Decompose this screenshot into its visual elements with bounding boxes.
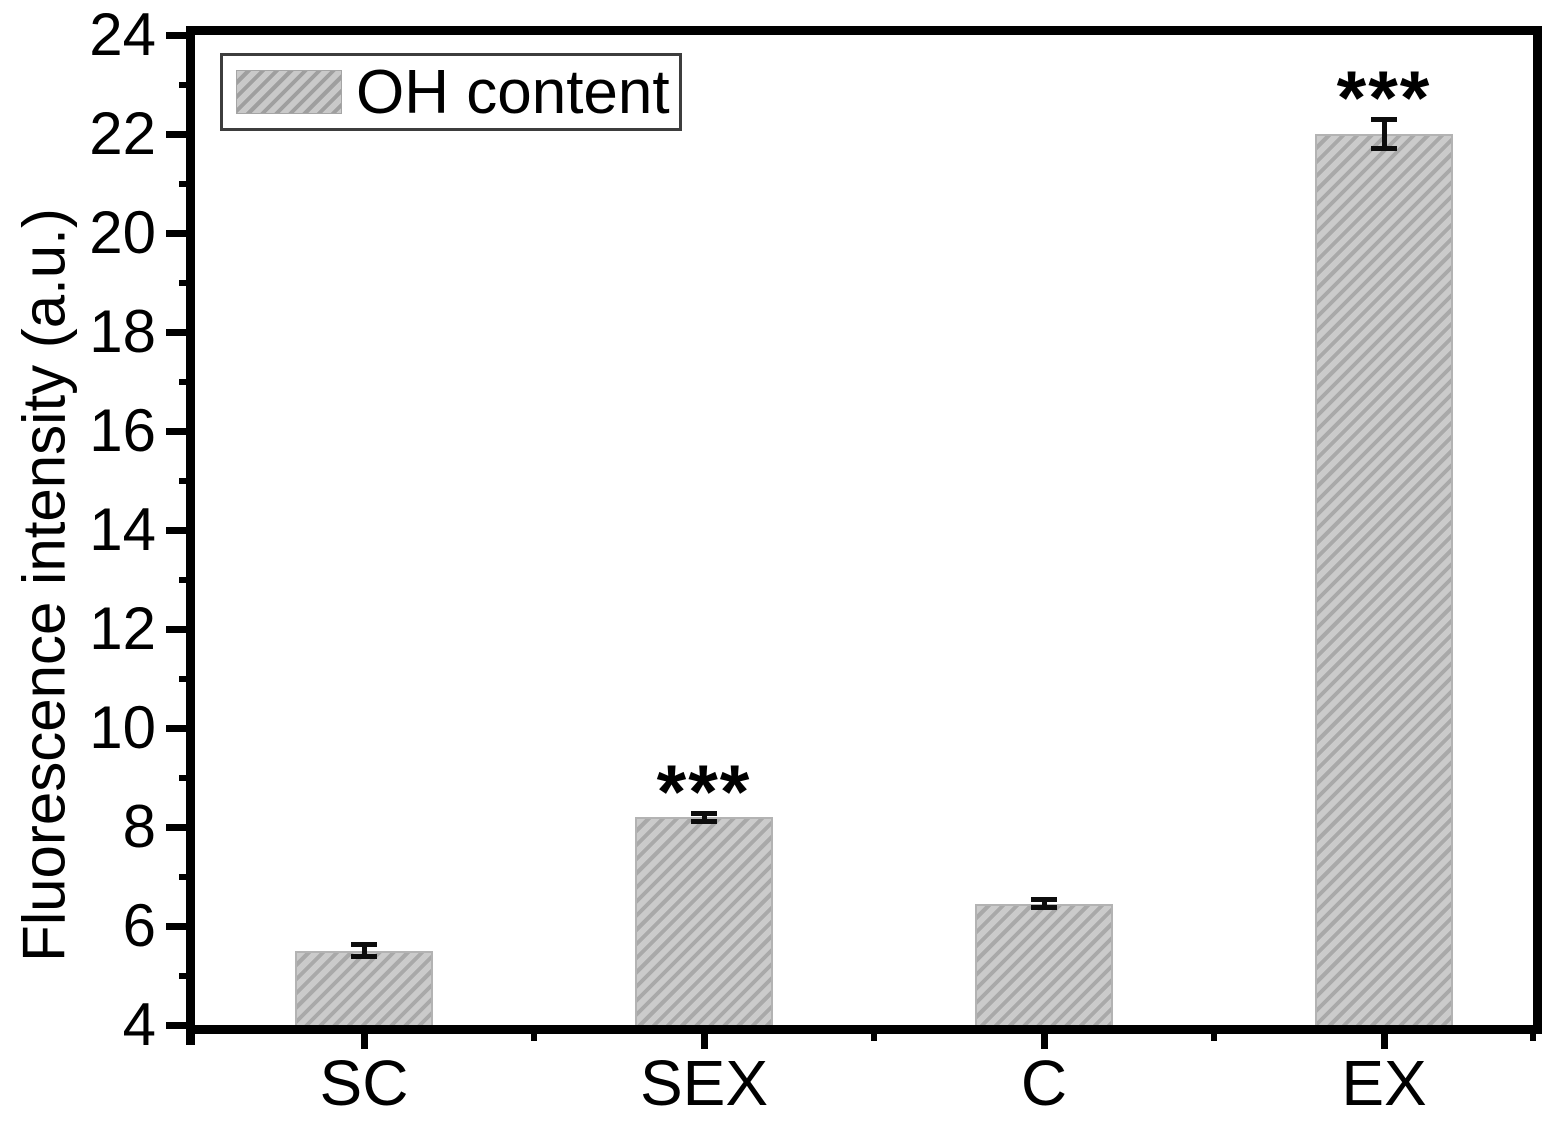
y-major-tick-14 bbox=[166, 526, 191, 534]
error-bar-cap-top-C bbox=[1031, 897, 1057, 903]
y-minor-tick-13 bbox=[179, 576, 192, 583]
y-major-tick-24 bbox=[166, 31, 191, 39]
y-minor-tick-17 bbox=[179, 378, 192, 385]
bar-SEX bbox=[635, 817, 773, 1025]
x-corner-tick-left bbox=[186, 1029, 195, 1045]
significance-stars-SEX: *** bbox=[656, 750, 752, 836]
bar-SC bbox=[295, 950, 433, 1025]
y-tick-label-6: 6 bbox=[122, 892, 156, 959]
y-tick-label-14: 14 bbox=[89, 496, 156, 563]
y-major-tick-20 bbox=[166, 229, 191, 237]
error-bar-cap-bottom-C bbox=[1031, 905, 1057, 911]
y-tick-label-24: 24 bbox=[89, 1, 156, 68]
significance-stars-EX: *** bbox=[1336, 56, 1432, 142]
error-bar-line-EX bbox=[1381, 119, 1387, 149]
y-major-tick-16 bbox=[166, 427, 191, 435]
y-tick-label-8: 8 bbox=[122, 793, 156, 860]
legend-hatch-swatch bbox=[236, 70, 342, 114]
y-minor-tick-5 bbox=[179, 972, 192, 979]
error-bar-line-SEX bbox=[701, 813, 707, 822]
bar-C bbox=[975, 903, 1113, 1025]
legend-label: OH content bbox=[356, 57, 670, 127]
x-major-tick-EX bbox=[1380, 1029, 1388, 1049]
y-minor-tick-21 bbox=[179, 180, 192, 187]
x-category-label-SEX: SEX bbox=[639, 1047, 769, 1119]
error-bar-cap-top-SEX bbox=[691, 810, 717, 816]
y-minor-tick-15 bbox=[179, 477, 192, 484]
x-major-tick-SC bbox=[360, 1029, 368, 1049]
y-minor-tick-23 bbox=[179, 81, 192, 88]
x-minor-tick-1 bbox=[871, 1029, 877, 1041]
y-major-tick-22 bbox=[166, 130, 191, 138]
y-tick-label-22: 22 bbox=[89, 100, 156, 167]
x-major-tick-C bbox=[1040, 1029, 1048, 1049]
y-minor-tick-11 bbox=[179, 675, 192, 682]
y-tick-label-4: 4 bbox=[122, 991, 156, 1058]
y-major-tick-12 bbox=[166, 625, 191, 633]
y-tick-label-10: 10 bbox=[89, 694, 156, 761]
y-tick-label-18: 18 bbox=[89, 298, 156, 365]
error-bar-cap-bottom-SC bbox=[351, 954, 377, 960]
error-bar-line-SC bbox=[361, 944, 367, 957]
x-category-label-C: C bbox=[1020, 1047, 1068, 1119]
x-major-tick-SEX bbox=[700, 1029, 708, 1049]
x-minor-tick-2 bbox=[1211, 1029, 1217, 1041]
y-major-tick-10 bbox=[166, 724, 191, 732]
y-minor-tick-9 bbox=[179, 774, 192, 781]
x-category-label-SC: SC bbox=[319, 1047, 409, 1119]
x-category-label-EX: EX bbox=[1341, 1047, 1427, 1119]
y-minor-tick-7 bbox=[179, 873, 192, 880]
y-tick-label-20: 20 bbox=[89, 199, 156, 266]
error-bar-line-C bbox=[1041, 899, 1047, 908]
y-major-tick-8 bbox=[166, 823, 191, 831]
y-major-tick-18 bbox=[166, 328, 191, 336]
error-bar-cap-top-SC bbox=[351, 942, 377, 948]
bar-EX bbox=[1315, 134, 1453, 1025]
error-bar-cap-top-EX bbox=[1371, 116, 1397, 122]
y-tick-label-12: 12 bbox=[89, 595, 156, 662]
y-major-tick-4 bbox=[166, 1021, 191, 1029]
y-major-tick-6 bbox=[166, 922, 191, 930]
error-bar-cap-bottom-SEX bbox=[691, 818, 717, 824]
legend: OH content bbox=[220, 53, 682, 131]
x-corner-tick-right bbox=[1530, 1029, 1536, 1041]
error-bar-cap-bottom-EX bbox=[1371, 146, 1397, 152]
y-minor-tick-19 bbox=[179, 279, 192, 286]
x-minor-tick-0 bbox=[531, 1029, 537, 1041]
y-tick-label-16: 16 bbox=[89, 397, 156, 464]
